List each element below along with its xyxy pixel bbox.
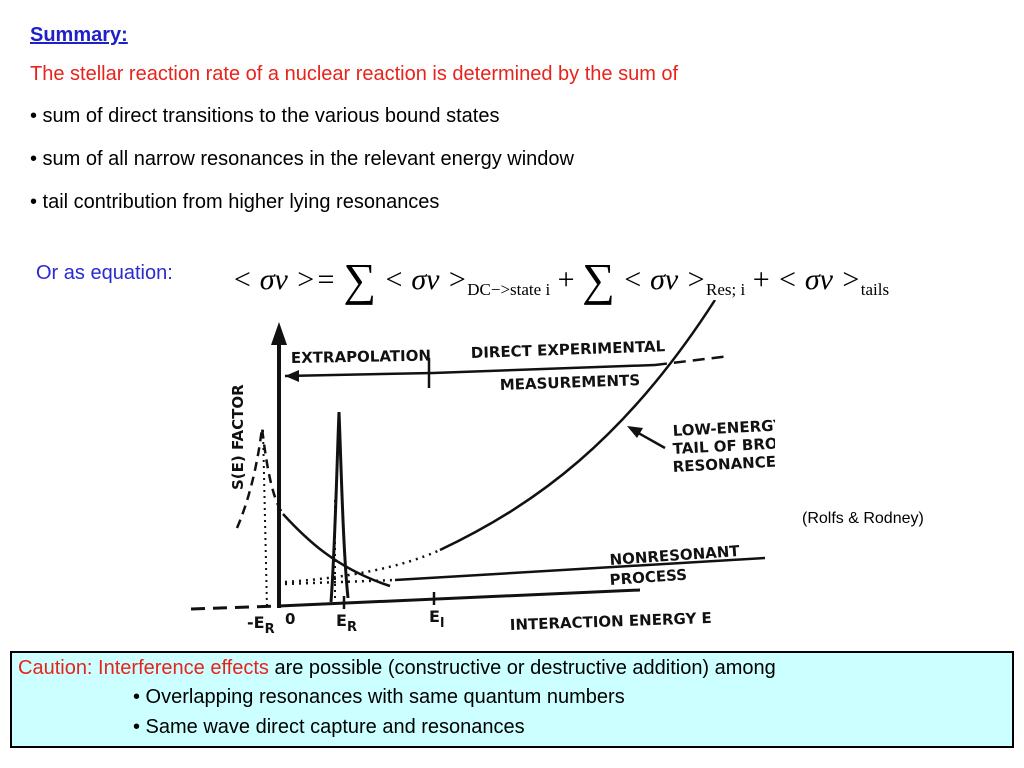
tick-er-main: E [336, 611, 347, 630]
caution-box: Caution: Interference effects are possib… [10, 651, 1014, 748]
tail-label-1: LOW-ENERGY [672, 416, 775, 440]
nonresonant-dotted [284, 578, 396, 586]
list-item: • tail contribution from higher lying re… [30, 191, 440, 213]
caution-item: • Overlapping resonances with same quant… [133, 686, 625, 708]
tail-label-3: RESONANCE [672, 453, 775, 476]
tick-label-neg-er: -ER [247, 613, 275, 637]
equation-term-tails: < σv > [777, 263, 861, 296]
measurement-line-dashed [654, 354, 731, 367]
caution-item: • Same wave direct capture and resonance… [133, 716, 525, 738]
x-axis-dashed [190, 604, 280, 611]
plus-sign: + [557, 263, 575, 296]
sum-symbol: ∑ [343, 254, 377, 305]
extrapolation-arrowhead [285, 370, 299, 382]
list-item: • sum of all narrow resonances in the re… [30, 148, 574, 170]
nonresonant-label-2: PROCESS [609, 566, 688, 589]
tick-label-el: El [429, 607, 444, 631]
x-axis [278, 588, 641, 608]
broad-resonance-tail [439, 300, 717, 552]
extrapolation-arrow [284, 371, 434, 378]
equation-term-res: < σv > [622, 263, 706, 296]
subthreshold-tail-curve [282, 513, 391, 588]
intro-text: The stellar reaction rate of a nuclear r… [30, 63, 679, 85]
tick-neg-er-main: -E [247, 613, 265, 632]
subscript-tails: tails [860, 280, 890, 299]
tick-label-zero: 0 [285, 610, 295, 628]
s-factor-diagram: S(E) FACTOR EXTRAPOLATION DIRECT EXPERIM… [190, 300, 775, 637]
tick-er-sub: R [347, 620, 357, 635]
x-axis-label: INTERACTION ENERGY E [510, 609, 713, 634]
rate-equation: < σv >= ∑ < σv >DC−>state i + ∑ < σv >Re… [232, 253, 890, 305]
y-axis-label: S(E) FACTOR [229, 384, 247, 490]
tick-el-sub: l [440, 616, 444, 631]
reference-citation: (Rolfs & Rodney) [802, 510, 924, 527]
direct-measurement-label-1: DIRECT EXPERIMENTAL [471, 337, 666, 362]
caution-line: Caution: Interference effects are possib… [18, 657, 776, 680]
plus-sign: + [752, 263, 770, 296]
measurement-line [432, 363, 656, 375]
list-item: • sum of direct transitions to the vario… [30, 105, 500, 127]
extrapolation-label: EXTRAPOLATION [291, 347, 431, 367]
sum-symbol: ∑ [582, 254, 615, 305]
summary-title: Summary: [30, 24, 128, 46]
direct-measurement-label-2: MEASUREMENTS [500, 371, 641, 394]
tick-el-main: E [429, 607, 440, 626]
subthreshold-resonance-curve [235, 427, 285, 529]
tick-neg-er-sub: R [265, 622, 275, 637]
equation-lhs: < σv >= [232, 263, 336, 296]
bullet-list: • sum of direct transitions to the vario… [30, 104, 574, 233]
broad-resonance-tail-dotted [284, 548, 441, 584]
y-axis-arrowhead [271, 322, 287, 345]
tail-pointer-arrowhead [627, 426, 643, 438]
equation-label: Or as equation: [36, 262, 173, 284]
subscript-dc: DC−>state i [467, 280, 551, 299]
neg-er-dotted-line [262, 429, 268, 609]
equation-term-dc: < σv > [383, 263, 468, 296]
caution-highlight: Caution: Interference effects [18, 657, 269, 679]
narrow-resonance-peak [329, 411, 350, 603]
caution-rest: are possible (constructive or destructiv… [268, 657, 776, 679]
nonresonant-line [394, 556, 766, 582]
tick-label-er: ER [336, 611, 357, 635]
subscript-res: Res; i [706, 280, 746, 299]
